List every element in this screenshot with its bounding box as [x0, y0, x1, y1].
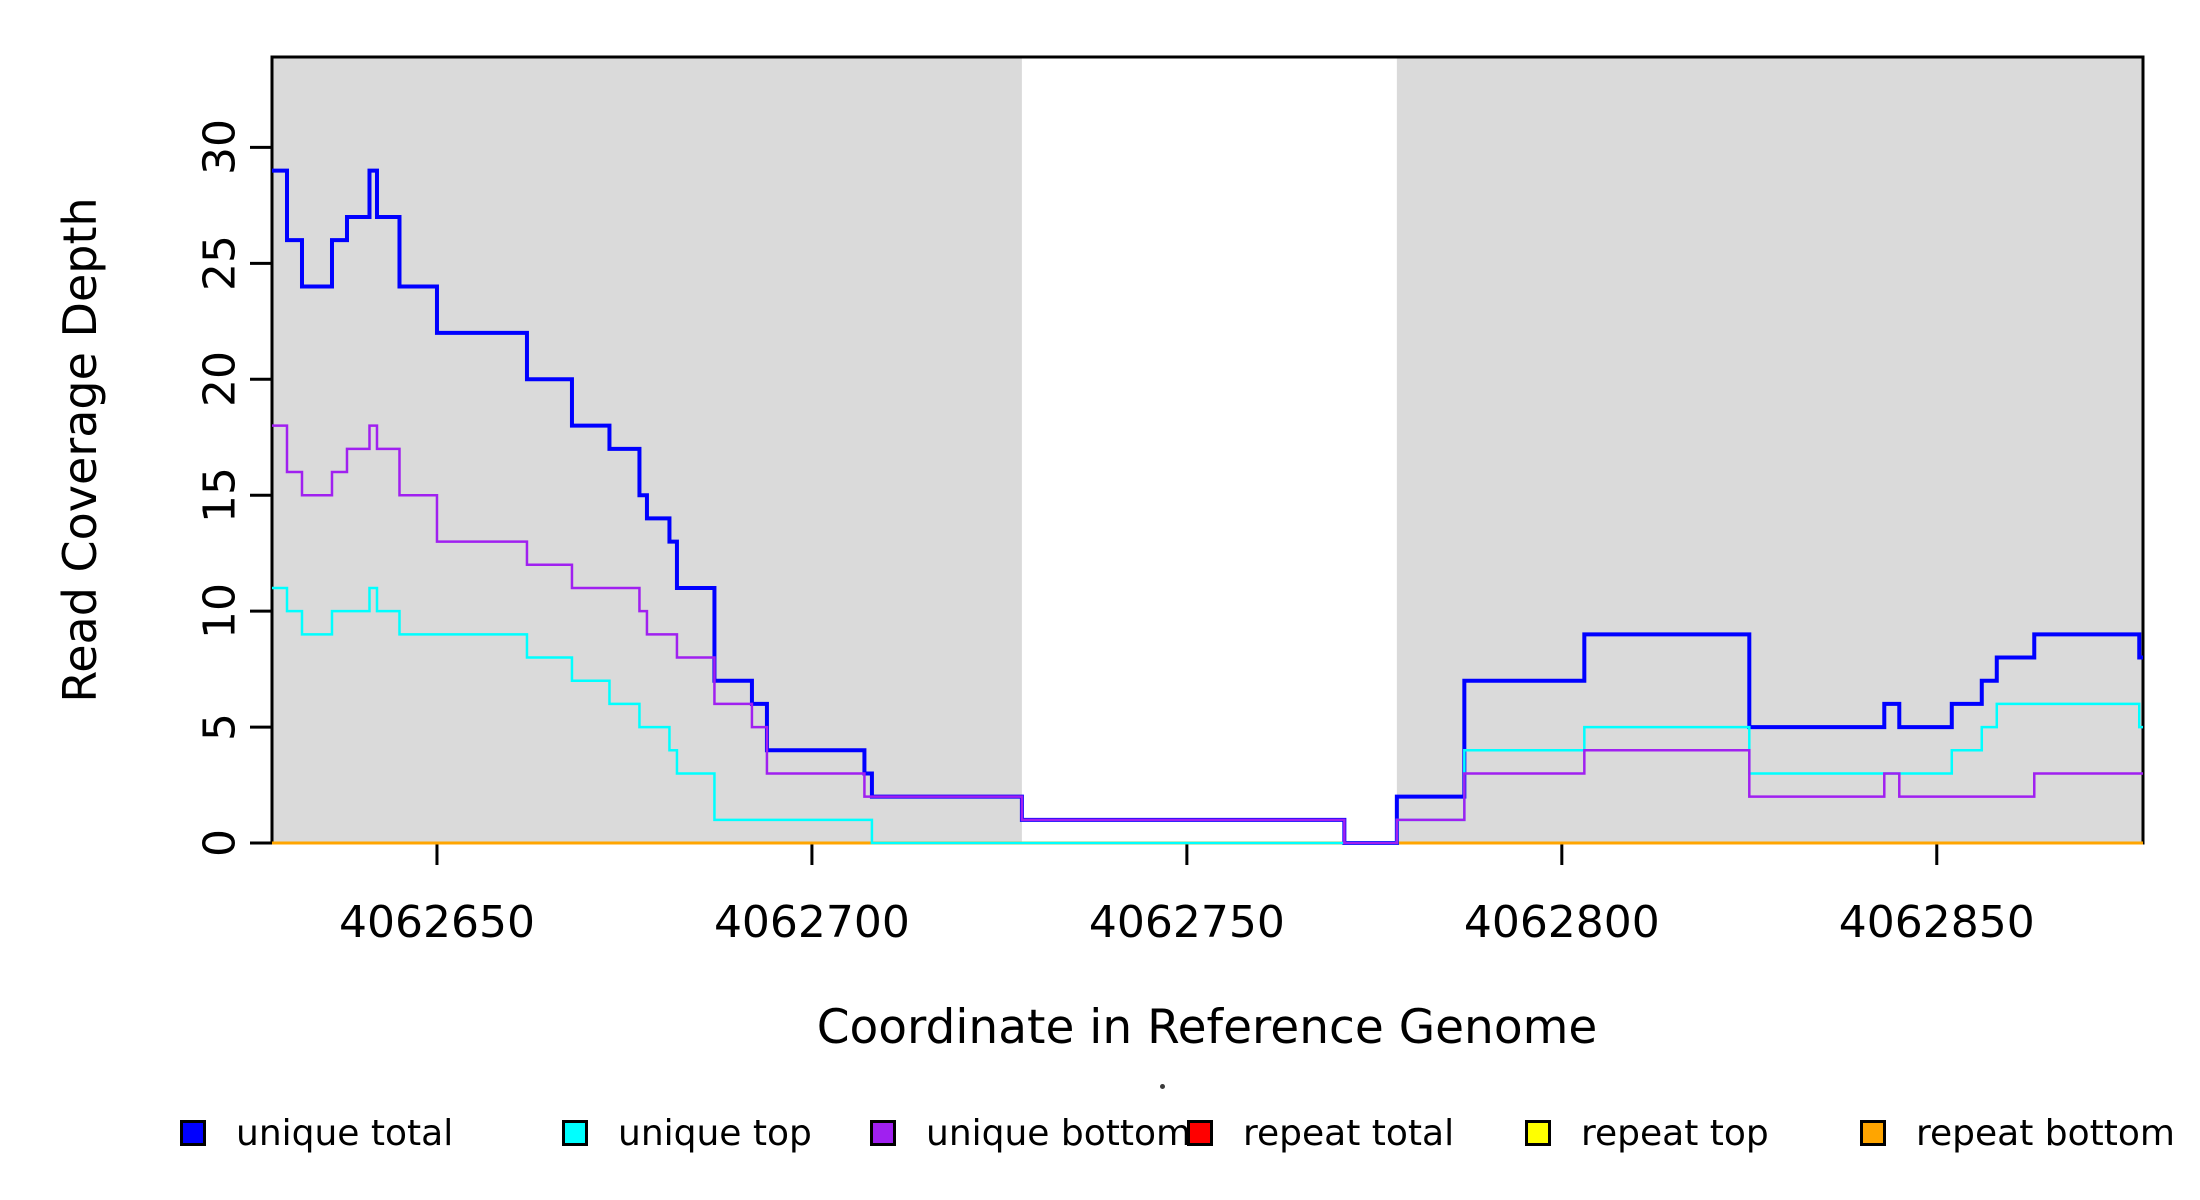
y-tick-label-15: 15 — [194, 467, 246, 524]
y-tick-label-30: 30 — [194, 119, 246, 176]
repeat-bottom-swatch — [1860, 1120, 1886, 1146]
x-axis-title: Coordinate in Reference Genome — [816, 1000, 1598, 1055]
x-tick-label-4062850: 4062850 — [1838, 897, 2035, 948]
unique-bottom-swatch — [870, 1120, 896, 1146]
y-tick-label-5: 5 — [194, 713, 246, 742]
unique-total-swatch — [180, 1120, 206, 1146]
legend-item-unique-bottom: unique bottom — [870, 1113, 1191, 1154]
coverage-step-lines — [272, 168, 2143, 845]
legend-item-unique-total: unique total — [180, 1113, 453, 1154]
y-tick-label-20: 20 — [194, 351, 246, 408]
shaded-genome-regions — [272, 57, 2143, 843]
x-tick-label-4062750: 4062750 — [1088, 897, 1285, 948]
legend-label: unique top — [618, 1112, 812, 1154]
x-tick-label-4062800: 4062800 — [1463, 897, 1660, 948]
legend-artifact-dot — [1160, 1084, 1165, 1089]
y-axis-title: Read Coverage Depth — [53, 197, 107, 703]
legend-item-repeat-total: repeat total — [1187, 1113, 1454, 1154]
legend-item-repeat-bottom: repeat bottom — [1860, 1113, 2175, 1154]
legend-label: unique bottom — [926, 1112, 1192, 1154]
y-tick-label-0: 0 — [194, 829, 246, 857]
y-tick-label-10: 10 — [194, 583, 246, 640]
legend-label: repeat top — [1581, 1112, 1769, 1154]
unique-top-swatch — [562, 1120, 588, 1146]
legend-label: unique total — [236, 1112, 454, 1154]
x-tick-label-4062650: 4062650 — [338, 897, 535, 948]
legend-item-repeat-top: repeat top — [1525, 1113, 1769, 1154]
legend-label: repeat total — [1243, 1112, 1455, 1154]
legend-label: repeat bottom — [1916, 1112, 2175, 1154]
legend-item-unique-top: unique top — [562, 1113, 812, 1154]
repeat-top-swatch — [1525, 1120, 1551, 1146]
x-tick-label-4062700: 4062700 — [713, 897, 910, 948]
y-tick-label-25: 25 — [194, 235, 246, 292]
repeat-total-swatch — [1187, 1120, 1213, 1146]
